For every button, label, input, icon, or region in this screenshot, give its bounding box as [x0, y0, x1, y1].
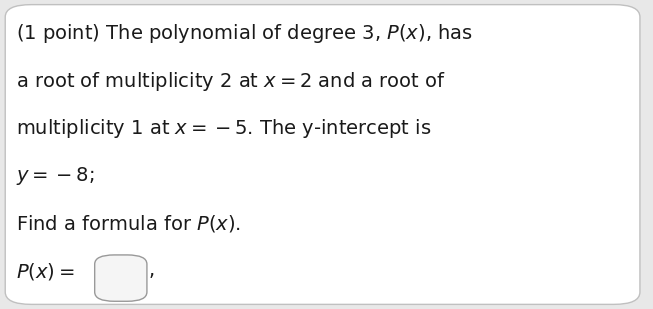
FancyBboxPatch shape	[95, 255, 147, 301]
Text: Find a formula for $P(x)$.: Find a formula for $P(x)$.	[16, 213, 242, 234]
Text: a root of multiplicity 2 at $x = 2$ and a root of: a root of multiplicity 2 at $x = 2$ and …	[16, 70, 446, 92]
Text: (1 point) The polynomial of degree 3, $P(x)$, has: (1 point) The polynomial of degree 3, $P…	[16, 22, 473, 44]
Text: $P(x) =$: $P(x) =$	[16, 261, 75, 282]
Text: ,: ,	[148, 261, 154, 280]
Text: multiplicity 1 at $x = -5$. The y-intercept is: multiplicity 1 at $x = -5$. The y-interc…	[16, 117, 432, 140]
Text: $y = -8$;: $y = -8$;	[16, 165, 95, 187]
